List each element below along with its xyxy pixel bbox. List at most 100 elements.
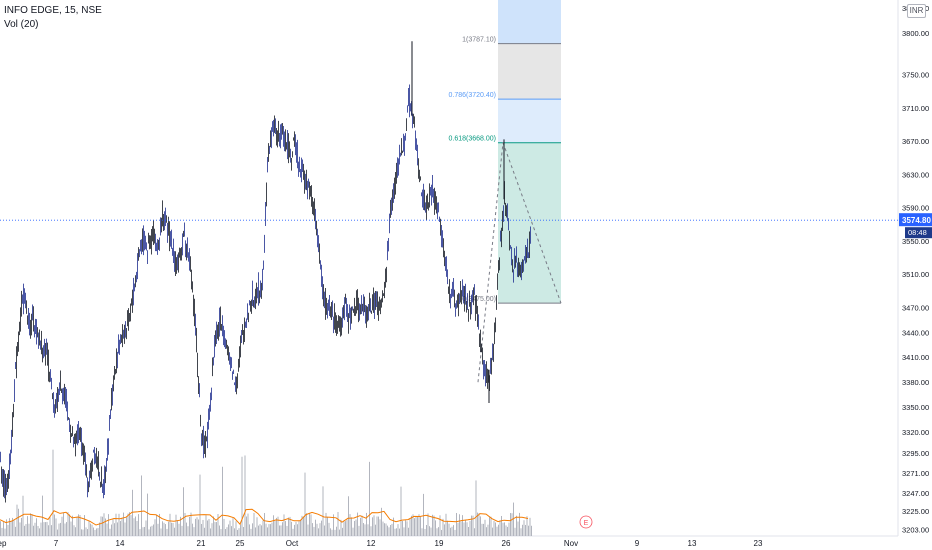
volume-bar <box>375 524 376 536</box>
volume-bar <box>361 515 363 536</box>
volume-bar <box>480 516 481 536</box>
volume-bar <box>40 522 42 536</box>
volume-bar <box>213 516 214 536</box>
volume-bar <box>358 525 360 536</box>
volume-bar <box>3 522 4 536</box>
volume-bar <box>400 486 402 536</box>
volume-bar <box>240 524 241 536</box>
volume-bar <box>169 513 171 536</box>
volume-bar <box>18 508 19 536</box>
x-tick-label: Nov <box>564 539 578 548</box>
earnings-marker-icon <box>579 515 593 529</box>
volume-bar <box>127 513 129 536</box>
volume-bar <box>75 527 76 536</box>
volume-bar <box>10 521 12 536</box>
trend-line-down <box>502 142 562 304</box>
volume-bar <box>220 529 222 536</box>
volume-bar <box>114 523 115 536</box>
volume-bar <box>474 528 475 536</box>
volume-bar <box>177 520 178 536</box>
volume-bar <box>526 516 528 536</box>
volume-bar <box>16 504 18 536</box>
y-tick-label: 3440.00 <box>902 328 929 337</box>
volume-bar <box>483 523 484 536</box>
volume-bar <box>156 515 157 536</box>
volume-bar <box>136 520 138 536</box>
volume-bar <box>424 528 426 536</box>
volume-bar <box>525 524 526 536</box>
volume-bar <box>409 518 411 536</box>
volume-bar <box>1 527 3 536</box>
volume-bar <box>444 524 445 536</box>
volume-bar <box>217 514 219 536</box>
x-tick-label: 21 <box>197 539 206 548</box>
volume-bar <box>157 523 159 536</box>
volume-bar <box>340 519 342 536</box>
volume-bar <box>282 522 283 536</box>
volume-legend[interactable]: Vol (20) <box>4 19 39 30</box>
volume-bar <box>21 517 22 536</box>
volume-bar <box>148 529 150 536</box>
volume-bar <box>319 523 321 536</box>
symbol-legend[interactable]: INFO EDGE, 15, NSE <box>4 5 102 16</box>
volume-bar <box>420 516 421 536</box>
volume-bar <box>511 513 513 536</box>
chart-legend: INFO EDGE, 15, NSE Vol (20) <box>4 4 102 32</box>
volume-bar <box>33 525 34 536</box>
volume-bar <box>147 493 148 536</box>
currency-badge[interactable]: INR <box>907 4 926 18</box>
volume-bar <box>31 514 33 536</box>
volume-bar <box>141 475 142 536</box>
volume-bar <box>231 526 232 536</box>
volume-bar <box>345 521 346 536</box>
volume-bar <box>438 527 439 536</box>
volume-bar <box>283 514 285 536</box>
volume-bar <box>171 522 172 536</box>
volume-bar <box>382 521 384 536</box>
volume-bar <box>418 514 420 536</box>
volume-bar <box>91 524 93 536</box>
volume-bar <box>139 529 141 536</box>
volume-bar <box>457 522 459 536</box>
volume-bar <box>172 522 174 536</box>
volume-bar <box>309 513 310 536</box>
volume-bar <box>166 528 168 536</box>
volume-bar <box>66 522 67 536</box>
volume-bar <box>247 513 249 536</box>
volume-bar <box>154 519 156 536</box>
volume-bar <box>447 520 448 536</box>
volume-bar <box>352 527 354 536</box>
y-tick-label: 3510.00 <box>902 270 929 279</box>
volume-bar <box>81 529 82 536</box>
volume-bar <box>118 513 120 536</box>
volume-bar <box>489 517 490 536</box>
volume-bar <box>510 513 511 536</box>
volume-bar <box>306 513 307 536</box>
volume-bar <box>462 515 463 536</box>
volume-bar <box>259 524 261 536</box>
y-tick-label: 3590.00 <box>902 204 929 213</box>
volume-bar <box>463 522 465 536</box>
volume-bar <box>225 529 226 536</box>
x-tick-label: 25 <box>236 539 245 548</box>
volume-bar <box>334 529 336 536</box>
y-tick-label: 3295.00 <box>902 449 929 458</box>
volume-bar <box>24 525 25 536</box>
volume-bar <box>520 528 522 536</box>
volume-bar <box>519 512 520 536</box>
volume-bar <box>72 515 73 536</box>
volume-bar <box>481 523 483 536</box>
volume-bar <box>46 521 48 536</box>
x-tick-label: 12 <box>367 539 376 548</box>
volume-bar <box>90 523 91 536</box>
volume-bar <box>30 513 31 536</box>
volume-bar <box>327 516 328 536</box>
volume-bar <box>369 461 370 536</box>
volume-bar <box>69 514 70 536</box>
volume-bar <box>102 516 103 536</box>
volume-bar <box>292 528 294 536</box>
volume-bar <box>94 529 96 536</box>
volume-bar <box>285 521 286 536</box>
volume-bar <box>505 525 507 536</box>
